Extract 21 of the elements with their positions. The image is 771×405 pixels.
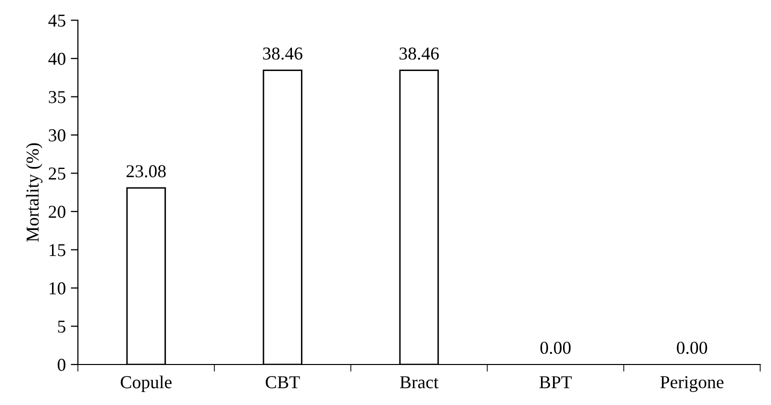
y-tick-label: 0: [58, 358, 66, 371]
data-label: 23.08: [126, 165, 166, 178]
y-tick-label: 10: [50, 282, 66, 294]
y-tick-label: 35: [48, 91, 66, 104]
data-label: 0.00: [540, 342, 571, 354]
data-label: 38.46: [263, 47, 302, 60]
data-label: 0.00: [676, 342, 708, 354]
x-tick-label: Bract: [400, 376, 438, 388]
x-tick-label: Perigone: [660, 376, 724, 392]
y-tick-label: 5: [58, 320, 66, 333]
y-tick-label: 20: [48, 206, 66, 218]
y-tick-label: 45: [48, 14, 66, 27]
y-tick-label: 30: [48, 129, 66, 142]
y-axis-title: Mortality (%): [26, 143, 42, 242]
y-tick-label: 15: [50, 244, 66, 256]
x-tick-label: Copule: [120, 376, 172, 392]
data-label: 38.46: [400, 47, 439, 60]
y-tick-label: 25: [48, 168, 66, 180]
y-tick-label: 40: [48, 52, 66, 65]
x-tick-label: BPT: [539, 376, 572, 388]
x-tick-label: CBT: [266, 376, 300, 388]
